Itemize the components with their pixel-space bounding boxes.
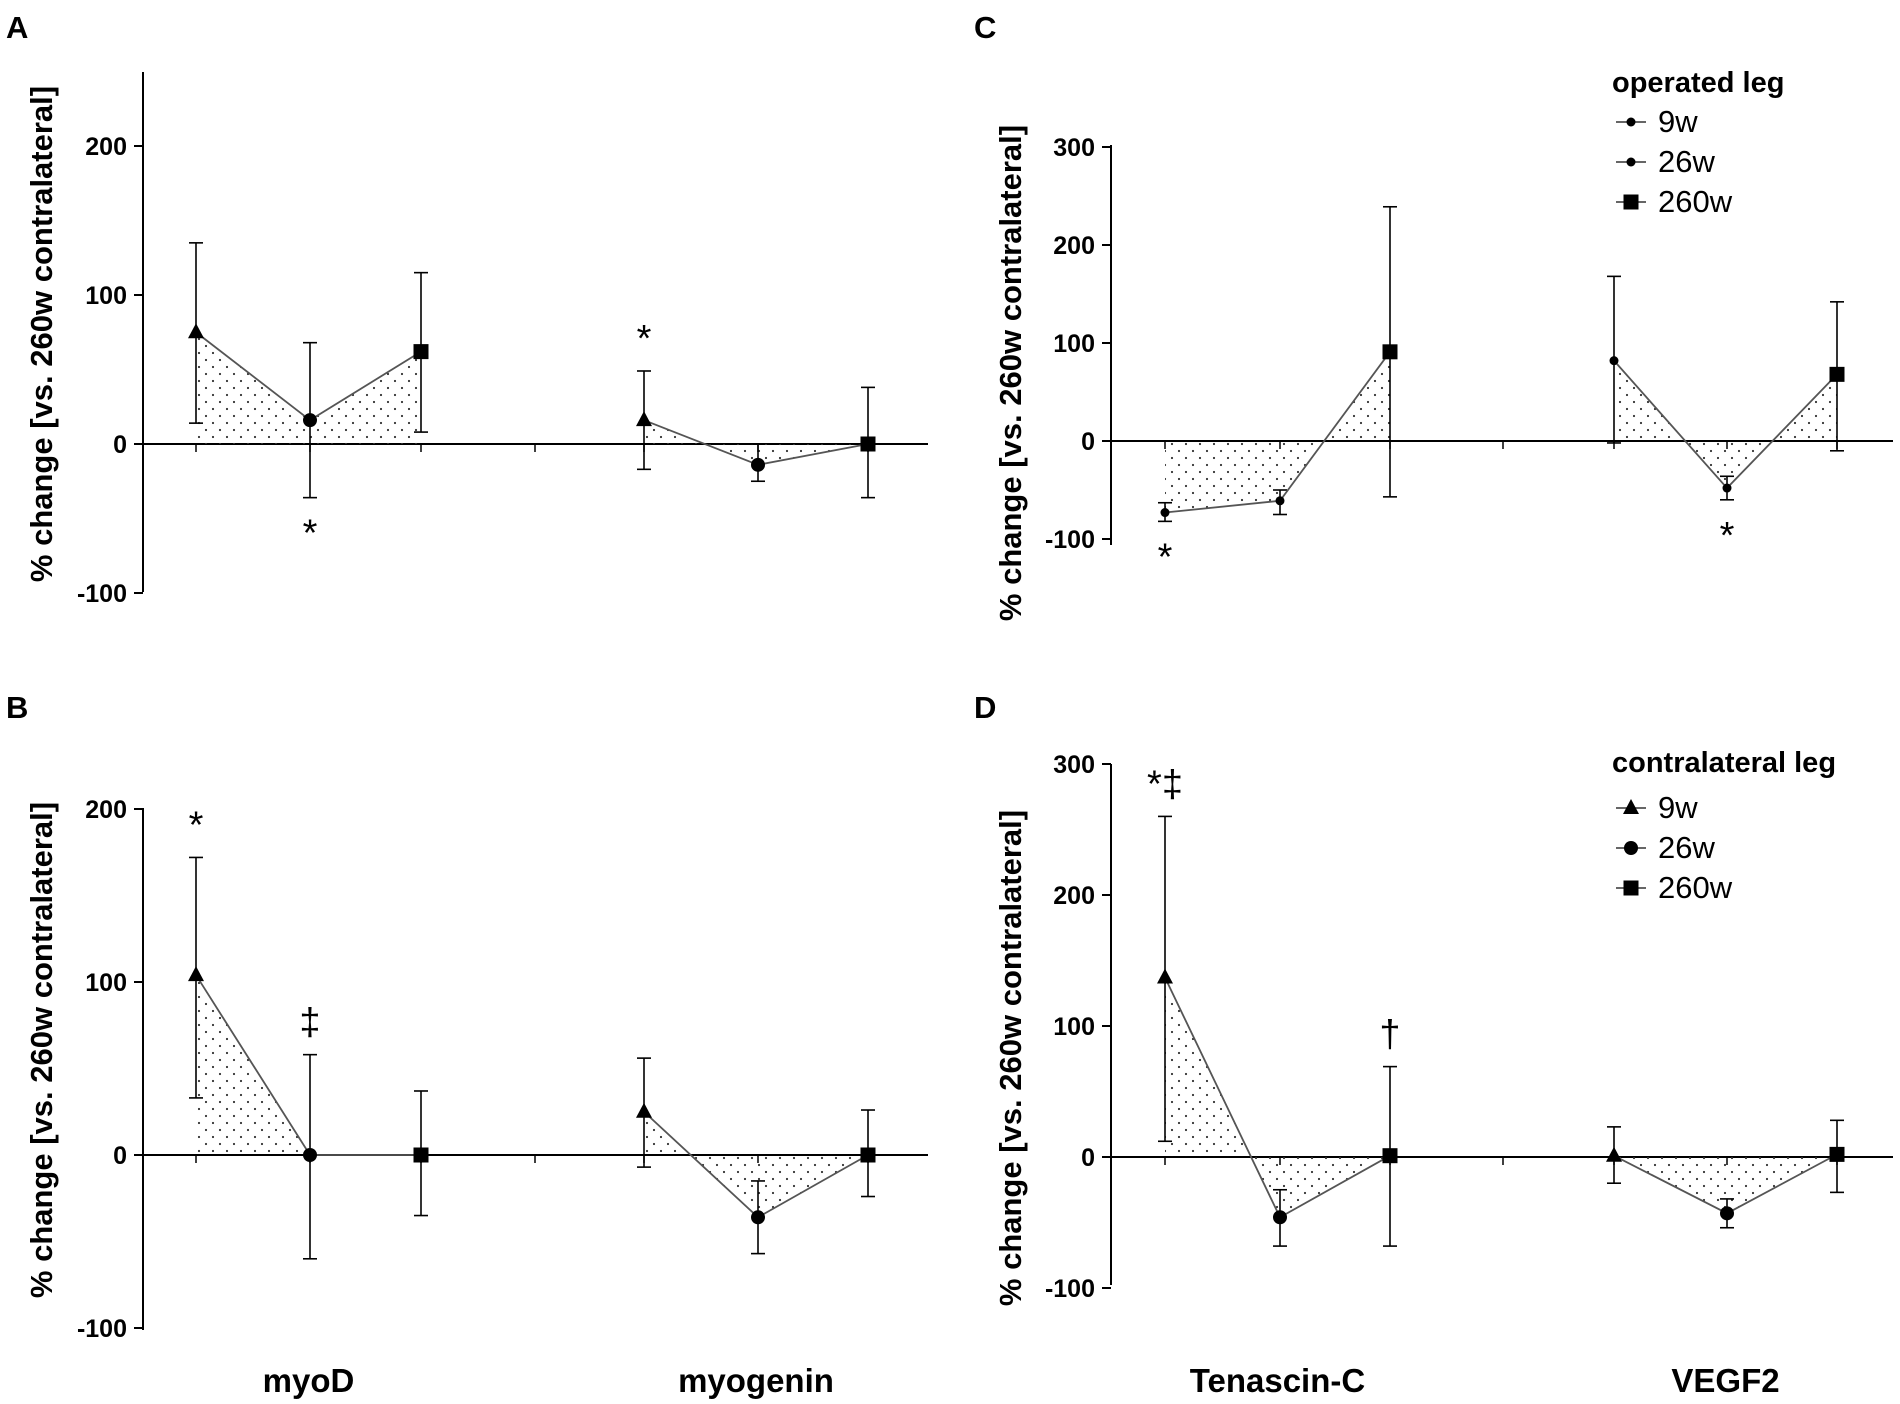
- significance-mark: *‡: [1147, 763, 1183, 805]
- legend-item-label: 9w: [1658, 104, 1698, 139]
- y-tick-label: 200: [1053, 232, 1095, 260]
- marker-260w: [413, 344, 429, 360]
- panel-label: A: [6, 10, 28, 45]
- legend: operated leg 9w 26w 260w: [1612, 67, 1784, 219]
- y-tick-label: -100: [77, 580, 127, 608]
- marker-260w: [1829, 366, 1845, 382]
- marker-9w: [188, 966, 204, 982]
- area-fill: [1614, 360, 1837, 489]
- marker-9w: [188, 323, 204, 339]
- y-axis-label: % change [vs. 260w contralateral]: [993, 125, 1028, 621]
- y-tick-label: -100: [1045, 526, 1095, 554]
- legend-item-label: 9w: [1658, 790, 1698, 825]
- group-myogenin: [636, 370, 876, 499]
- y-tick-label: 200: [85, 796, 127, 824]
- marker-260w: [1829, 1146, 1845, 1162]
- significance-mark: *: [303, 513, 318, 555]
- panel-b: B % change [vs. 260w contralateral] -100 0 1…: [6, 690, 928, 1399]
- y-tick-label: 100: [85, 282, 127, 310]
- category-label: myoD: [263, 1362, 355, 1399]
- marker-9w: [636, 1102, 652, 1118]
- y-tick-label: 0: [113, 1142, 127, 1170]
- y-tick-label: 0: [113, 431, 127, 459]
- group-myogenin: [636, 1057, 876, 1255]
- marker-260w: [860, 1147, 876, 1163]
- significance-mark: *: [637, 318, 652, 360]
- legend-marker: [1624, 841, 1638, 855]
- area-fill: [644, 1111, 868, 1218]
- marker-26w: [751, 457, 765, 472]
- legend-marker: [1623, 194, 1639, 210]
- marker-26w: [303, 1148, 317, 1162]
- marker-9w: [1609, 356, 1619, 366]
- y-axis-label: % change [vs. 260w contralateral]: [24, 86, 59, 582]
- area-fill: [196, 975, 421, 1155]
- marker-260w: [1382, 344, 1398, 360]
- category-label: VEGF2: [1671, 1362, 1779, 1399]
- category-label: Tenascin-C: [1190, 1362, 1365, 1399]
- significance-mark: *: [1158, 536, 1173, 578]
- group-tenascin-c: [1157, 815, 1398, 1247]
- area-fill: [644, 420, 868, 465]
- y-tick-label: 100: [1053, 330, 1095, 358]
- marker-9w: [1157, 968, 1173, 984]
- panel-label: D: [974, 690, 996, 725]
- panel-label: C: [974, 10, 996, 45]
- marker-26w: [1720, 1206, 1734, 1221]
- marker-260w: [860, 436, 876, 452]
- legend-item-label: 260w: [1658, 184, 1733, 219]
- legend-item-label: 26w: [1658, 830, 1715, 865]
- significance-mark: ‡: [299, 1002, 320, 1044]
- area-fill: [1165, 351, 1390, 513]
- marker-26w: [751, 1210, 765, 1225]
- marker-26w: [1722, 483, 1732, 493]
- significance-mark: *: [189, 804, 204, 846]
- y-tick-label: 100: [1053, 1013, 1095, 1041]
- panel-a: A % change [vs. 260w contralateral] -100 0 1…: [6, 10, 928, 608]
- y-axis-label: % change [vs. 260w contralateral]: [993, 810, 1028, 1306]
- marker-260w: [1382, 1148, 1398, 1164]
- marker-26w: [1273, 1210, 1287, 1225]
- marker-9w: [1160, 508, 1170, 518]
- area-fill: [196, 332, 421, 444]
- significance-mark: †: [1379, 1014, 1400, 1056]
- category-label: myogenin: [678, 1362, 834, 1399]
- y-axis-label: % change [vs. 260w contralateral]: [24, 802, 59, 1298]
- legend-item-label: 260w: [1658, 870, 1733, 905]
- legend-marker: [1623, 880, 1639, 896]
- y-tick-label: 200: [85, 133, 127, 161]
- legend: contralateral leg 9w 26w 260w: [1612, 747, 1836, 905]
- y-tick-label: 100: [85, 969, 127, 997]
- y-tick-label: -100: [1045, 1275, 1095, 1303]
- panel-d: D % change [vs. 260w contralateral] -100 0 1…: [974, 690, 1893, 1399]
- y-tick-label: 200: [1053, 882, 1095, 910]
- group-myod: [188, 242, 429, 499]
- group-tenascin-c: [1158, 205, 1398, 523]
- panel-label: B: [6, 690, 28, 725]
- y-tick-label: 0: [1081, 1144, 1095, 1172]
- y-tick-label: 300: [1053, 134, 1095, 162]
- legend-marker: [1623, 799, 1639, 814]
- marker-260w: [413, 1147, 429, 1163]
- y-tick-label: 0: [1081, 428, 1095, 456]
- legend-marker: [1626, 117, 1636, 127]
- y-tick-label: -100: [77, 1315, 127, 1343]
- legend-item-label: 26w: [1658, 144, 1715, 179]
- significance-mark: *: [1720, 515, 1735, 557]
- group-myod: [188, 856, 429, 1260]
- legend-title: operated leg: [1612, 67, 1784, 99]
- panel-c: C % change [vs. 260w contralateral] -100 0 1…: [974, 10, 1893, 621]
- group-vegf2: [1607, 275, 1845, 501]
- marker-26w: [303, 413, 317, 428]
- group-vegf2: [1606, 1119, 1845, 1229]
- legend-marker: [1626, 157, 1636, 167]
- marker-9w: [1606, 1146, 1622, 1162]
- area-fill: [1614, 1154, 1837, 1214]
- area-fill: [1165, 977, 1390, 1218]
- legend-title: contralateral leg: [1612, 747, 1836, 779]
- marker-26w: [1275, 496, 1285, 506]
- marker-9w: [636, 411, 652, 427]
- y-tick-label: 300: [1053, 751, 1095, 779]
